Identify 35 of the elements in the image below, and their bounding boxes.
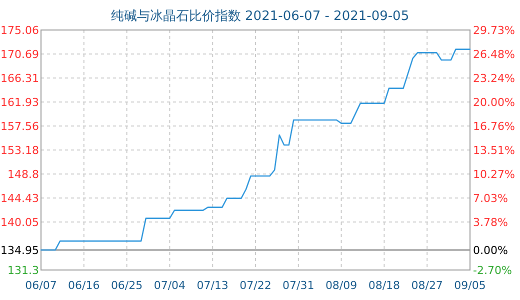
- x-tick-label: 08/18: [368, 279, 400, 292]
- y2-tick-label: -2.70%: [473, 264, 512, 277]
- x-tick-label: 07/13: [196, 279, 228, 292]
- y-tick-label: 157.56: [0, 120, 39, 133]
- y2-tick-label: 3.78%: [473, 216, 508, 230]
- x-tick-label: 08/27: [411, 279, 443, 292]
- y-tick-label: 170.69: [0, 48, 39, 61]
- y-tick-label: 140.05: [0, 216, 39, 230]
- y-tick-label: 153.18: [0, 144, 39, 157]
- y2-tick-label: 16.76%: [473, 120, 515, 133]
- x-tick-label: 07/22: [240, 279, 272, 292]
- y2-tick-label: 10.27%: [473, 168, 515, 182]
- x-tick-label: 06/25: [110, 279, 143, 292]
- y-tick-label: 144.43: [0, 192, 39, 205]
- y-tick-label: 161.93: [0, 96, 39, 110]
- line-series: [40, 48, 471, 251]
- y2-tick-label: 7.03%: [473, 192, 508, 205]
- x-tick-label: 06/16: [68, 279, 100, 292]
- y-tick-label: 166.31: [0, 72, 39, 85]
- y-tick-label: 134.95: [0, 244, 39, 257]
- y2-tick-label: 0.00%: [473, 244, 508, 258]
- x-tick-label: 07/04: [154, 279, 186, 292]
- x-tick-label: 08/09: [325, 279, 358, 292]
- y2-tick-label: 23.24%: [473, 72, 515, 86]
- y2-tick-label: 29.73%: [473, 24, 515, 37]
- chart-title: 纯碱与冰晶石比价指数 2021-06-07 - 2021-09-05: [110, 9, 410, 24]
- y-tick-label: 148.8: [8, 168, 39, 182]
- x-tick-label: 06/07: [25, 279, 57, 292]
- x-tick-label: 09/05: [454, 279, 486, 292]
- x-tick-label: 07/31: [282, 279, 314, 292]
- y-tick-label: 175.06: [0, 24, 39, 37]
- y2-tick-label: 26.48%: [473, 48, 515, 62]
- y2-tick-label: 13.51%: [473, 144, 515, 158]
- y2-tick-label: 20.00%: [473, 96, 515, 110]
- y-tick-label: 131.3: [8, 264, 39, 277]
